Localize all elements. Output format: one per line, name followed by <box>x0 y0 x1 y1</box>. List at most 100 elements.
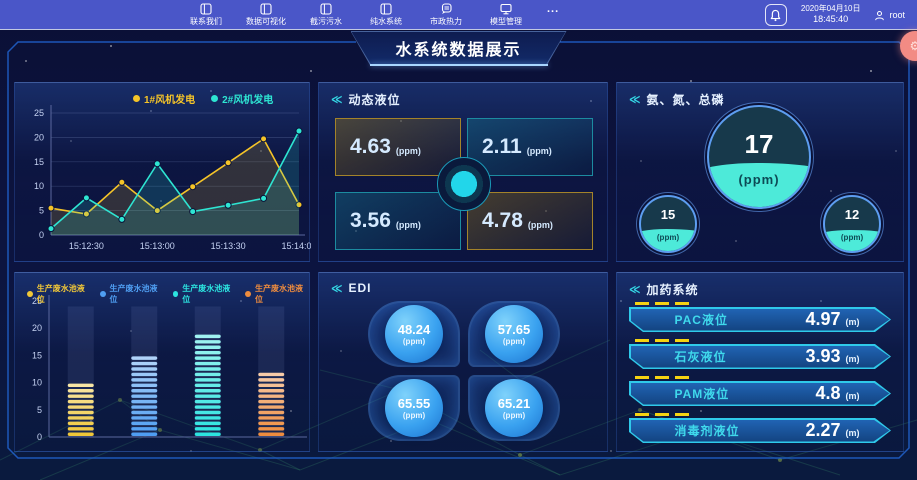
nav-item-data-visualization[interactable]: 数据可视化 <box>243 2 289 27</box>
legend-dot <box>172 291 179 297</box>
gauge-water-fill <box>641 228 695 251</box>
panel-nutrients: ≪ 氨、氮、总磷 17 (ppm) 15 (ppm) 12 (ppm) <box>616 82 904 262</box>
level-unit: (ppm) <box>395 146 421 156</box>
notification-bell-button[interactable] <box>764 4 787 26</box>
svg-text:15: 15 <box>32 350 42 360</box>
dosing-value: 3.93 <box>805 346 841 366</box>
edi-unit: (ppm) <box>402 411 426 420</box>
legend-dot <box>133 95 140 102</box>
edi-value: 65.21 <box>497 396 531 411</box>
user-icon <box>875 10 885 20</box>
nav-item-contact[interactable]: 联系我们 <box>183 2 229 27</box>
panel-dosing-system: ≪ 加药系统 PAC液位 4.97 (m) 石灰液位 3.93 (m) <box>616 272 904 452</box>
svg-text:15:13:00: 15:13:00 <box>140 241 175 251</box>
legend-item-pool2[interactable]: 生产废水池液位 <box>99 283 164 305</box>
panel-edi: ≪ EDI 48.24 (ppm) 57.65 (ppm) 65.55 (ppm… <box>318 272 608 452</box>
edi-unit: (ppm) <box>402 337 426 346</box>
svg-text:20: 20 <box>32 323 42 333</box>
edi-value-circle: 65.55 (ppm) <box>385 379 443 437</box>
legend-item-pool1[interactable]: 生产废水池液位 <box>27 283 91 305</box>
nav-item-sewage[interactable]: 截污污水 <box>303 2 349 27</box>
svg-text:15:13:30: 15:13:30 <box>211 241 246 251</box>
date-text: 2020年04月10日 <box>800 4 861 14</box>
settings-float-button[interactable]: ⚙ <box>900 31 917 61</box>
dosing-label: PAM液位 <box>674 387 730 401</box>
level-unit: (ppm) <box>527 220 553 230</box>
bar-chart-legend: 生产废水池液位 生产废水池液位 生产废水池液位 生产废水池液位 <box>27 283 309 305</box>
legend-label: 1#风机发电 <box>144 95 196 106</box>
legend-dot <box>245 291 252 297</box>
gauge-unit: (ppm) <box>840 233 864 242</box>
legend-dot <box>211 95 219 102</box>
user-menu[interactable]: root <box>874 10 905 21</box>
level-unit: (ppm) <box>395 220 421 230</box>
nav-item-model-management[interactable]: 模型管理 <box>483 3 529 27</box>
legend-label: 生产废水池液位 <box>36 284 85 304</box>
window-icon <box>260 2 272 15</box>
panel-header: ≪ 动态液位 <box>319 83 607 110</box>
dosing-value: 4.8 <box>815 383 841 403</box>
water-gauge-small: 15 (ppm) <box>639 195 697 253</box>
nav-item-municipal-heat[interactable]: 市政热力 <box>423 2 469 27</box>
edi-value: 48.24 <box>397 322 431 337</box>
nav-item-label: 联系我们 <box>190 16 222 26</box>
dosing-label: 消毒剂液位 <box>674 424 740 438</box>
window-icon <box>380 2 392 15</box>
panel-title: 动态液位 <box>348 93 401 107</box>
svg-text:5: 5 <box>39 206 44 216</box>
username-text: root <box>889 10 905 20</box>
legend-item-fan2[interactable]: 2#风机发电 <box>211 91 273 106</box>
waste-pool-bar-chart: 0 5 10 15 20 25 <box>32 295 307 442</box>
legend-item-fan1[interactable]: 1#风机发电 <box>133 91 195 106</box>
legend-item-pool4[interactable]: 生产废水池液位 <box>245 283 309 305</box>
nav-item-label: 市政热力 <box>430 16 462 26</box>
edi-value-circle: 57.65 (ppm) <box>485 305 543 363</box>
svg-text:25: 25 <box>32 296 42 306</box>
time-text: 18:45:40 <box>813 14 849 25</box>
dosing-label: 石灰液位 <box>674 350 727 364</box>
dash-decoration <box>635 302 693 305</box>
svg-text:20: 20 <box>34 132 44 142</box>
level-value-box: 3.56 (ppm) <box>335 192 461 250</box>
level-value-box: 4.78 (ppm) <box>467 192 593 250</box>
svg-text:10: 10 <box>34 181 44 191</box>
dynamic-level-grid: 4.63 (ppm) 2.11 (ppm) 3.56 (ppm) 4.78 (p… <box>319 110 607 258</box>
chat-bubble-icon <box>441 2 452 14</box>
panel-dynamic-level: ≪ 动态液位 4.63 (ppm) 2.11 (ppm) 3.56 (ppm) … <box>318 82 608 262</box>
gauge-water-fill <box>825 230 879 251</box>
dosing-unit: (m) <box>845 317 860 327</box>
svg-text:10: 10 <box>32 378 42 388</box>
page-title: 水系统数据展示 <box>395 42 522 59</box>
legend-label: 生产废水池液位 <box>255 284 304 304</box>
chevron-left-icon: ≪ <box>331 94 343 106</box>
title-underline-decoration <box>369 64 548 66</box>
legend-dot <box>99 291 106 297</box>
gauge-unit: (ppm) <box>656 233 680 242</box>
generation-line-chart: 0 5 10 15 20 25 15:12:30 15:13:00 15:13:30 15:14:… <box>34 105 317 251</box>
edi-unit: (ppm) <box>502 411 526 420</box>
nav-item-pure-water[interactable]: 纯水系统 <box>363 2 409 27</box>
level-value-box: 2.11 (ppm) <box>467 118 593 176</box>
level-value: 4.78 <box>482 209 523 232</box>
legend-item-pool3[interactable]: 生产废水池液位 <box>172 283 237 305</box>
dosing-unit: (m) <box>845 391 860 401</box>
panel-generation-chart: 1#风机发电 2#风机发电 0 5 10 15 20 25 15:12:30 15:13:00… <box>14 82 317 262</box>
level-value: 4.63 <box>350 135 391 158</box>
svg-text:0: 0 <box>37 432 42 442</box>
nav-item-label: 模型管理 <box>490 16 522 26</box>
legend-label: 生产废水池液位 <box>109 284 158 304</box>
gear-icon: ⚙ <box>909 39 917 53</box>
nav-item-label: 数据可视化 <box>246 16 286 26</box>
level-value: 3.56 <box>350 209 391 232</box>
dash-decoration <box>635 413 693 416</box>
edi-value-circle: 65.21 (ppm) <box>485 379 543 437</box>
chevron-left-icon: ≪ <box>331 282 343 295</box>
svg-text:15:12:30: 15:12:30 <box>69 241 104 251</box>
nav-more-button[interactable]: ... <box>547 2 560 15</box>
gauge-water-fill <box>709 163 809 207</box>
water-gauge-large: 17 (ppm) <box>707 105 811 209</box>
dosing-row-disinfectant: 消毒剂液位 2.27 (m) <box>629 413 891 443</box>
chevron-left-icon: ≪ <box>629 284 641 296</box>
nav-item-label: 纯水系统 <box>370 16 402 26</box>
